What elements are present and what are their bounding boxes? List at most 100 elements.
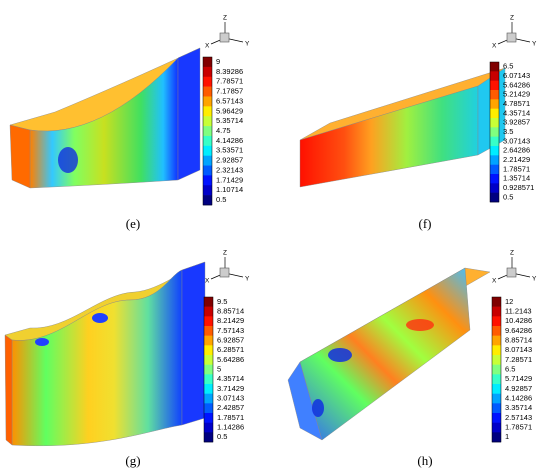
colorbar-label: 9 bbox=[216, 57, 220, 66]
axis-label: Z bbox=[510, 15, 514, 22]
colorbar-band bbox=[203, 145, 212, 156]
panel-label: (f) bbox=[419, 216, 432, 231]
colorbar-label: 2.92857 bbox=[216, 156, 243, 165]
beam-h bbox=[287, 267, 491, 441]
colorbar-label: 3.71429 bbox=[217, 384, 244, 393]
colorbar-label: 6.28571 bbox=[217, 345, 244, 354]
colorbar-band bbox=[492, 384, 501, 394]
colorbar-label: 2.57143 bbox=[505, 413, 532, 422]
colorbar-band bbox=[492, 364, 501, 375]
triad-cube bbox=[506, 32, 517, 43]
colorbar-band bbox=[203, 106, 212, 117]
colorbar-frame bbox=[202, 56, 213, 206]
colorbar-band bbox=[490, 118, 499, 128]
colorbar-band bbox=[490, 136, 499, 147]
axis-label: Y bbox=[245, 41, 250, 48]
colorbar-band bbox=[204, 345, 213, 356]
colorbar-label: 3.5 bbox=[503, 127, 513, 136]
colorbar-label: 6.07143 bbox=[503, 71, 530, 80]
colorbar-band bbox=[492, 413, 501, 423]
colorbar-label: 1.78571 bbox=[217, 413, 244, 422]
colorbar-label: 5.64286 bbox=[217, 355, 244, 364]
colorbar-label: 6.5 bbox=[505, 364, 515, 373]
colorbar-band bbox=[490, 146, 499, 156]
colorbar-label: 5.64286 bbox=[503, 80, 530, 89]
colorbar-band bbox=[203, 126, 212, 137]
panel-label: (e) bbox=[126, 216, 140, 231]
colorbar-label: 1.14286 bbox=[217, 422, 244, 431]
axis-label: Z bbox=[510, 250, 514, 257]
colorbar-label: 7.57143 bbox=[217, 326, 244, 335]
colorbar-label: 4.35714 bbox=[503, 108, 530, 117]
colorbar-band bbox=[492, 355, 501, 365]
colorbar-label: 3.07143 bbox=[503, 136, 530, 145]
colorbar-band bbox=[492, 403, 501, 414]
colorbar-band bbox=[203, 116, 212, 127]
panel-label: (g) bbox=[125, 453, 140, 468]
colorbar-band bbox=[203, 135, 212, 147]
colorbar-label: 6.92857 bbox=[217, 335, 244, 344]
triad-cube bbox=[506, 267, 517, 278]
colorbar-band bbox=[490, 192, 499, 203]
colorbar-label: 11.2143 bbox=[505, 306, 532, 315]
colorbar-label: 2.64286 bbox=[503, 146, 530, 155]
colorbar-label: 2.42857 bbox=[217, 403, 244, 412]
colorbar-band bbox=[203, 57, 212, 68]
colorbar-label: 9.5 bbox=[217, 297, 227, 306]
axis-label: Y bbox=[245, 276, 250, 283]
colorbar-band bbox=[490, 90, 499, 100]
colorbar-label: 4.92857 bbox=[505, 384, 532, 393]
colorbar-band bbox=[204, 316, 213, 327]
colorbar-label: 1.71429 bbox=[216, 175, 243, 184]
colorbar-label: 2.21429 bbox=[503, 155, 530, 164]
colorbar-label: 10.4286 bbox=[505, 316, 532, 325]
colorbar-label: 1.78571 bbox=[505, 422, 532, 431]
colorbar-label: 8.21429 bbox=[217, 316, 244, 325]
colorbar-band bbox=[492, 432, 501, 443]
colorbar-band bbox=[203, 76, 212, 87]
colorbar-label: 5.96429 bbox=[216, 106, 243, 115]
colorbar-label: 3.92857 bbox=[503, 118, 530, 127]
colorbar-label: 8.07143 bbox=[505, 345, 532, 354]
colorbar-label: 5.35714 bbox=[216, 116, 243, 125]
colorbar-label: 4.75 bbox=[216, 126, 231, 135]
panel-label: (h) bbox=[417, 453, 432, 468]
axis-label: Z bbox=[223, 15, 227, 22]
colorbar-label: 6.57143 bbox=[216, 96, 243, 105]
colorbar-band bbox=[204, 432, 213, 443]
colorbar-band bbox=[203, 165, 212, 176]
colorbar-label: 1.35714 bbox=[503, 174, 530, 183]
colorbar-label: 8.39286 bbox=[216, 67, 243, 76]
colorbar-band bbox=[492, 422, 501, 433]
colorbar-band bbox=[204, 384, 213, 394]
axis-label: X bbox=[205, 278, 210, 285]
colorbar-label: 4.14286 bbox=[505, 393, 532, 402]
colorbar-label: 2.32143 bbox=[216, 165, 243, 174]
colorbar-label: 1 bbox=[505, 432, 509, 441]
colorbar-band bbox=[490, 108, 499, 119]
colorbar-band bbox=[490, 99, 499, 109]
colorbar-band bbox=[204, 326, 213, 336]
colorbar-label: 3.53571 bbox=[216, 146, 243, 155]
colorbar-band bbox=[492, 326, 501, 336]
beam-e bbox=[9, 47, 201, 189]
colorbar-band bbox=[490, 80, 499, 91]
colorbar-band bbox=[492, 374, 501, 385]
colorbar-band bbox=[204, 335, 213, 346]
colorbar-band bbox=[203, 175, 212, 186]
colorbar-label: 5 bbox=[217, 364, 221, 373]
colorbar-label: 12 bbox=[505, 297, 513, 306]
colorbar-band bbox=[204, 403, 213, 414]
colorbar-band bbox=[204, 374, 213, 385]
colorbar-band bbox=[492, 306, 501, 317]
colorbar-label: 7.28571 bbox=[505, 355, 532, 364]
colorbar-frame bbox=[491, 296, 502, 443]
colorbar-label: 1.78571 bbox=[503, 164, 530, 173]
colorbar-band bbox=[203, 96, 212, 107]
colorbar-label: 0.5 bbox=[216, 195, 226, 204]
colorbar-label: 4.14286 bbox=[216, 136, 243, 145]
colorbar-band bbox=[490, 62, 499, 72]
axis-label: X bbox=[205, 43, 210, 50]
colorbar-label: 4.78571 bbox=[503, 99, 530, 108]
